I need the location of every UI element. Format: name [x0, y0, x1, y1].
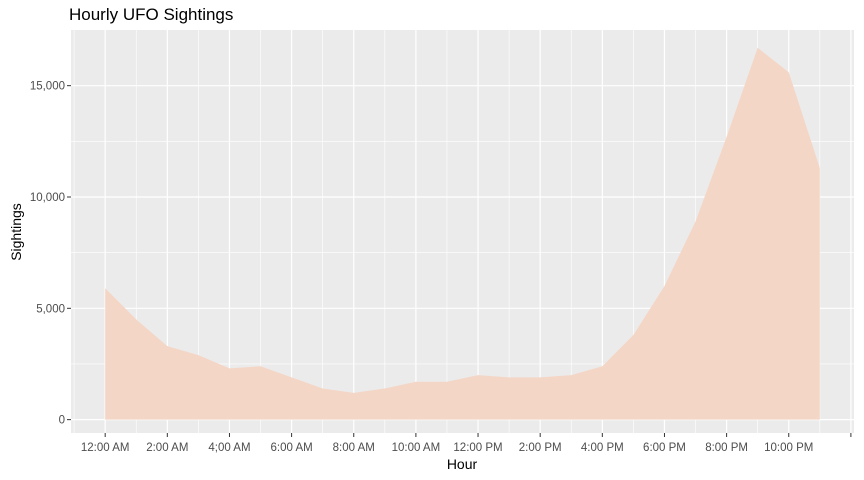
- x-tick-label: 6:00 AM: [271, 442, 313, 454]
- x-tick-label: 8:00 AM: [333, 442, 375, 454]
- x-tick-label: 12:00 AM: [81, 442, 130, 454]
- x-tick-label: 4;00 AM: [208, 442, 250, 454]
- y-tick-label: 10,000: [30, 192, 65, 204]
- chart-title: Hourly UFO Sightings: [69, 5, 234, 24]
- area-series: [105, 47, 820, 420]
- x-tick-label: 8:00 PM: [705, 442, 748, 454]
- x-tick-label: 12:00 PM: [453, 442, 502, 454]
- y-tick-label: 0: [59, 415, 65, 427]
- x-tick-label: 2:00 AM: [146, 442, 188, 454]
- y-tick-label: 5,000: [36, 303, 65, 315]
- x-tick-label: 6:00 PM: [643, 442, 686, 454]
- axes: 0 5,000 10,000 15,000 12:00 AM 2:00 AM 4;00 AM…: [30, 81, 852, 454]
- x-tick-label: 4:00 PM: [581, 442, 624, 454]
- area-fill: [105, 47, 820, 420]
- x-axis-label: Hour: [446, 456, 478, 472]
- x-tick-label: 10:00 PM: [764, 442, 813, 454]
- y-tick-label: 15,000: [30, 81, 65, 93]
- x-tick-label: 10:00 AM: [392, 442, 441, 454]
- x-tick-label: 2:00 PM: [519, 442, 562, 454]
